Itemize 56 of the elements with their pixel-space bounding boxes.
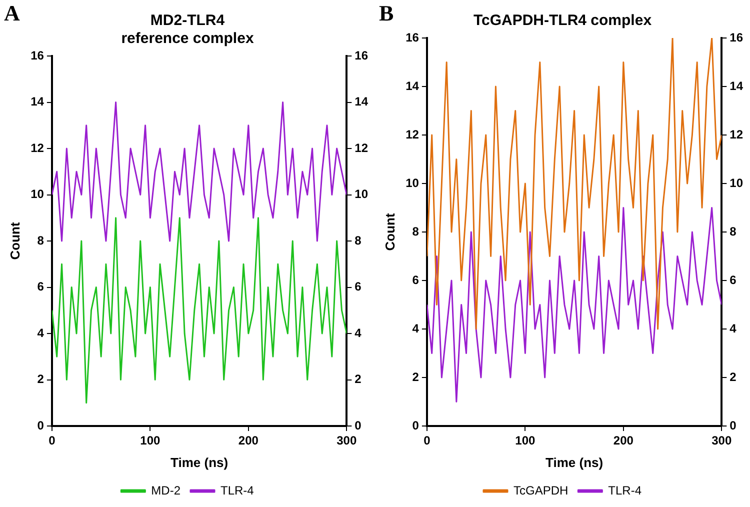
- text: A: [4, 0, 20, 26]
- y-tick-label: 0: [37, 418, 44, 432]
- y2-tick-label: 14: [354, 94, 368, 109]
- x-axis-title: Time (ns): [546, 454, 604, 470]
- y2-tick-label: 2: [730, 370, 737, 384]
- y-axis-title: Count: [7, 222, 22, 260]
- y2-tick-label: 8: [730, 224, 737, 238]
- x-tick-label: 300: [712, 434, 732, 448]
- y2-tick-label: 0: [354, 418, 362, 432]
- y2-tick-label: 16: [354, 48, 368, 62]
- y2-tick-label: 0: [730, 418, 737, 432]
- x-axis-title: Time (ns): [170, 454, 228, 470]
- legend-label: TLR-4: [608, 483, 642, 498]
- y-tick-label: 14: [30, 94, 44, 109]
- y-axis-title: Count: [382, 212, 398, 251]
- y2-tick-label: 2: [354, 372, 362, 386]
- legend-label: MD-2: [151, 483, 181, 498]
- y-tick-label: 2: [412, 370, 420, 384]
- legend-label: TLR-4: [220, 483, 254, 498]
- y-tick-label: 0: [412, 418, 420, 432]
- y-tick-label: 6: [412, 272, 420, 287]
- y-tick-label: 16: [30, 48, 44, 62]
- x-tick-label: 0: [48, 434, 56, 448]
- y-tick-label: 6: [37, 280, 44, 294]
- x-tick-label: 200: [238, 434, 259, 448]
- x-tick-label: 100: [140, 434, 161, 448]
- x-tick-label: 100: [515, 434, 536, 448]
- chart-title: MD2-TLR4 reference complex: [121, 12, 254, 48]
- y2-tick-label: 12: [730, 127, 744, 142]
- y2-tick-label: 8: [354, 233, 362, 248]
- x-tick-label: 200: [613, 434, 634, 448]
- x-tick-label: 300: [336, 434, 357, 448]
- y-tick-label: 4: [37, 326, 44, 340]
- chart-title: TcGAPDH-TLR4 complex: [473, 12, 652, 30]
- text: B: [379, 0, 394, 26]
- y2-tick-label: 4: [354, 326, 362, 340]
- y-tick-label: 12: [30, 140, 44, 155]
- y-tick-label: 14: [406, 78, 420, 93]
- y-tick-label: 12: [406, 127, 420, 142]
- y-tick-label: 8: [37, 233, 44, 248]
- y2-tick-label: 6: [354, 280, 362, 294]
- y2-tick-label: 4: [730, 321, 737, 336]
- y-tick-label: 16: [406, 30, 420, 44]
- y2-tick-label: 12: [354, 140, 368, 155]
- y2-tick-label: 14: [730, 78, 744, 93]
- y2-tick-label: 10: [730, 176, 744, 190]
- legend-label: TcGAPDH: [513, 483, 568, 498]
- y-tick-label: 10: [406, 176, 420, 190]
- y2-tick-label: 16: [730, 30, 744, 44]
- y-tick-label: 2: [37, 372, 44, 386]
- y-tick-label: 10: [30, 187, 44, 202]
- y2-tick-label: 10: [354, 187, 368, 202]
- y-tick-label: 4: [412, 321, 420, 336]
- x-tick-label: 0: [424, 434, 431, 448]
- y-tick-label: 8: [412, 224, 420, 238]
- y2-tick-label: 6: [730, 272, 737, 287]
